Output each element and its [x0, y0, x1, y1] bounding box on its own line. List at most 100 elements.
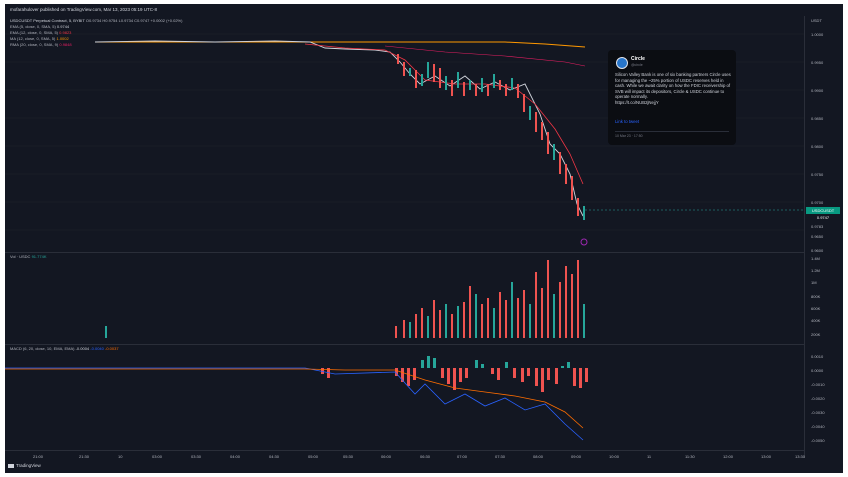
tweet-divider: [615, 131, 729, 132]
macd-line: [5, 367, 584, 441]
volume-tick: 1.2M: [811, 268, 820, 273]
indicator-label: MA (12, close, 0, SMA, 5): [10, 36, 56, 41]
macd-histogram: [321, 356, 588, 392]
indicator-row-ma12[interactable]: MA (12, close, 0, SMA, 5) 1.0002: [10, 36, 182, 42]
tweet-body: Silicon Valley Bank is one of six bankin…: [615, 72, 733, 106]
candles: [397, 54, 585, 220]
price-tick: 0.9900: [811, 88, 824, 93]
symbol-name: USDCUSDT Perpetual Contract, 5, BYBIT: [10, 18, 85, 23]
volume-bars: [105, 260, 585, 338]
tweet-marker[interactable]: [580, 238, 588, 246]
tweet-author-name: Circle: [631, 56, 645, 62]
pane-separator-volume[interactable]: [5, 252, 805, 253]
price-tick: 0.9950: [811, 60, 824, 65]
chart-window: mofarahulover published on TradingView.c…: [5, 4, 843, 473]
publish-info: mofarahulover published on TradingView.c…: [10, 7, 157, 12]
axis-currency: USDT: [811, 18, 822, 23]
price-tag-symbol: USDCUSDT: [811, 208, 835, 213]
price-axis[interactable]: USDT 1.0000 0.9950 0.9900 0.9850 0.9800 …: [804, 16, 843, 458]
price-tag-value: 0.9747: [816, 215, 830, 220]
price-tick: 0.9650: [811, 234, 824, 239]
time-tick: 13:00: [761, 454, 772, 459]
macd-value-2: -0.0040: [90, 346, 104, 351]
time-tick: 08:00: [533, 454, 544, 459]
tweet-date: 10 Mar 23 · 17:50: [615, 134, 643, 138]
volume-legend[interactable]: Vol · USDC 91.774K: [10, 254, 46, 260]
chart-canvas: [5, 33, 805, 441]
macd-tick: 0.0010: [811, 354, 824, 359]
brand-text: TradingView: [16, 463, 41, 468]
time-tick: 07:30: [495, 454, 506, 459]
time-tick: 03:30: [191, 454, 202, 459]
macd-label: MACD (6, 20, close, 10, EMA, EMA): [10, 346, 75, 351]
volume-tick: 600K: [811, 306, 821, 311]
macd-tick: -0.0030: [811, 410, 825, 415]
time-tick: 06:30: [420, 454, 431, 459]
ema-line: [304, 43, 584, 185]
time-tick: 07:00: [457, 454, 468, 459]
grid: [5, 33, 805, 231]
main-legend: USDCUSDT Perpetual Contract, 5, BYBIT O0…: [10, 18, 182, 48]
macd-tick: -0.0020: [811, 396, 825, 401]
time-tick: 10: [118, 454, 123, 459]
time-tick: 11: [647, 454, 652, 459]
symbol-legend-row[interactable]: USDCUSDT Perpetual Contract, 5, BYBIT O0…: [10, 18, 182, 24]
time-tick: 04:00: [230, 454, 241, 459]
volume-tick: 800K: [811, 294, 821, 299]
current-price-tag: USDCUSDT 0.9747: [806, 207, 840, 220]
time-tick: 03:00: [152, 454, 163, 459]
macd-tick: -0.0050: [811, 438, 825, 443]
time-tick: 05:30: [343, 454, 354, 459]
price-tick: 1.0000: [811, 32, 824, 37]
volume-value: 91.774K: [31, 254, 47, 259]
price-tick: 0.9600: [811, 248, 824, 253]
indicator-label: RMA (20, close, 0, SMA, 9): [10, 42, 59, 47]
indicator-row-rma20[interactable]: RMA (20, close, 0, SMA, 9) 0.9848: [10, 42, 182, 48]
tweet-text: Silicon Valley Bank is one of six bankin…: [615, 72, 731, 100]
indicator-row-ema5[interactable]: EMA (5, close, 0, SMA, 5) 0.9744: [10, 24, 182, 30]
price-tick: 0.9800: [811, 144, 824, 149]
volume-tick: 400K: [811, 318, 821, 323]
volume-tick: 1.4M: [811, 256, 820, 261]
time-tick: 21:00: [33, 454, 44, 459]
volume-tick: 1M: [811, 280, 817, 285]
price-tick: 0.9850: [811, 116, 824, 121]
tweet-author-handle: @circle: [631, 63, 643, 67]
indicator-value: 0.9823: [59, 30, 72, 35]
ohlc-values: O0.9734 H0.9754 L0.9734 C0.9747 +0.0002 …: [85, 18, 183, 23]
macd-value-3: -0.0037: [105, 346, 119, 351]
volume-tick: 200K: [811, 332, 821, 337]
volume-label: Vol · USDC: [10, 254, 31, 259]
macd-value-1: -0.0004: [75, 346, 90, 351]
pane-separator-macd[interactable]: [5, 344, 805, 345]
macd-tick: -0.0040: [811, 424, 825, 429]
indicator-value: 0.9848: [59, 42, 72, 47]
link-to-tweet[interactable]: Link to tweet: [615, 119, 640, 124]
circle-logo-icon: [616, 57, 628, 69]
time-tick: 09:00: [571, 454, 582, 459]
price-tick: 0.9750: [811, 172, 824, 177]
indicator-row-ema12[interactable]: EMA (12, close, 0, SMA, 5) 0.9823: [10, 30, 182, 36]
indicator-label: EMA (5, close, 0, SMA, 5): [10, 24, 56, 29]
price-line: [94, 40, 584, 217]
time-tick: 13:30: [795, 454, 806, 459]
price-tick: 0.9783: [811, 224, 824, 229]
indicator-value: 1.0002: [56, 36, 69, 41]
indicator-value: 0.9744: [56, 24, 70, 29]
time-tick: 04:30: [269, 454, 280, 459]
pane-separator-time: [5, 450, 805, 451]
tweet-short-link[interactable]: https://t.co/NUB2jNejjY: [615, 99, 659, 105]
time-tick: 06:00: [381, 454, 392, 459]
tradingview-logo-icon: [8, 463, 14, 468]
time-tick: 05:00: [308, 454, 319, 459]
price-tick: 0.9700: [811, 200, 824, 205]
time-tick: 10:00: [609, 454, 620, 459]
signal-line: [5, 368, 584, 429]
macd-tick: 0.0000: [811, 368, 824, 373]
rma-line: [384, 45, 586, 67]
macd-legend[interactable]: MACD (6, 20, close, 10, EMA, EMA) -0.000…: [10, 346, 119, 352]
tweet-card[interactable]: Circle @circle Silicon Valley Bank is on…: [608, 50, 736, 145]
time-tick: 21:30: [79, 454, 90, 459]
time-tick: 12:00: [723, 454, 734, 459]
indicator-label: EMA (12, close, 0, SMA, 5): [10, 30, 59, 35]
